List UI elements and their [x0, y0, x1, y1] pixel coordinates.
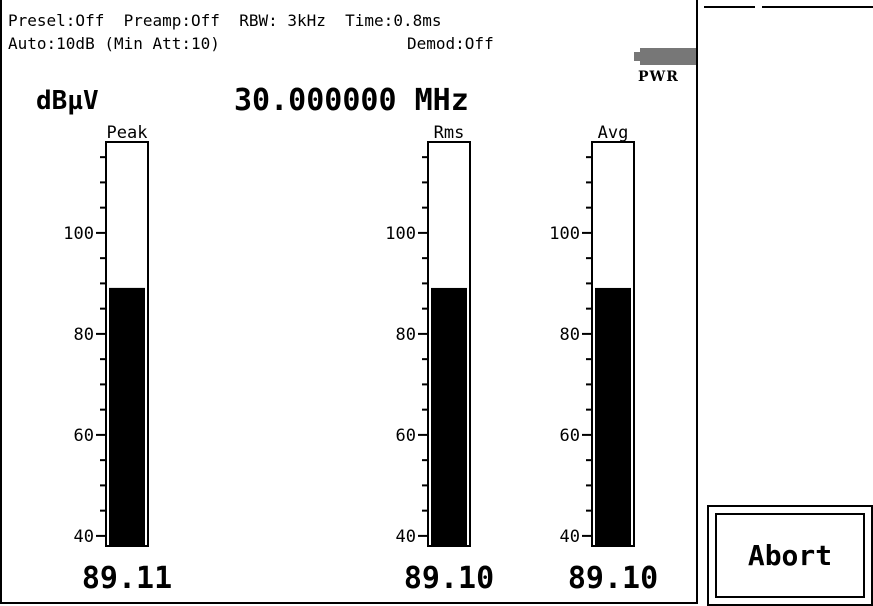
tick-label: 40: [396, 527, 416, 547]
measurement-display: Presel:Off Preamp:Off RBW: 3kHz Time:0.8…: [0, 0, 698, 604]
receiver-settings-line: Presel:Off Preamp:Off RBW: 3kHz Time:0.8…: [8, 11, 442, 30]
gauge-label-rms: Rms: [434, 123, 465, 143]
tick-label: 60: [560, 426, 580, 446]
softkey-tab-divider: [762, 6, 873, 8]
softkey-tab-divider: [704, 6, 755, 8]
tick-label: 100: [385, 224, 416, 244]
tick-label: 100: [63, 224, 94, 244]
reading-peak: 89.11: [82, 561, 172, 596]
tick-label: 80: [560, 325, 580, 345]
gauge-label-peak: Peak: [107, 123, 148, 143]
softkey-panel: [702, 0, 873, 606]
battery-icon: [634, 48, 696, 74]
level-bar-graphs: Peak 40 60 80 100 89.11 Rms 40 60 80 100 89.10 Avg 40…: [63, 123, 658, 596]
gauge-bar-rms: [431, 287, 467, 546]
reading-rms: 89.10: [404, 561, 494, 596]
tick-label: 40: [560, 527, 580, 547]
unit-label: dBµV: [36, 86, 99, 116]
attenuation-setting: Auto:10dB (Min Att:10): [8, 34, 220, 53]
tick-label: 80: [396, 325, 416, 345]
frequency-readout: 30.000000 MHz: [234, 83, 469, 118]
demodulation-status: Demod:Off: [407, 34, 494, 53]
reading-avg: 89.10: [568, 561, 658, 596]
abort-softkey-frame: Abort: [707, 505, 873, 606]
gauge-label-avg: Avg: [598, 123, 629, 143]
power-label: PWR: [638, 69, 679, 85]
abort-button[interactable]: Abort: [715, 513, 865, 598]
tick-label: 40: [74, 527, 94, 547]
tick-label: 80: [74, 325, 94, 345]
tick-label: 60: [396, 426, 416, 446]
gauge-bar-avg: [595, 287, 631, 546]
gauge-bar-peak: [109, 287, 145, 546]
tick-label: 60: [74, 426, 94, 446]
tick-label: 100: [549, 224, 580, 244]
